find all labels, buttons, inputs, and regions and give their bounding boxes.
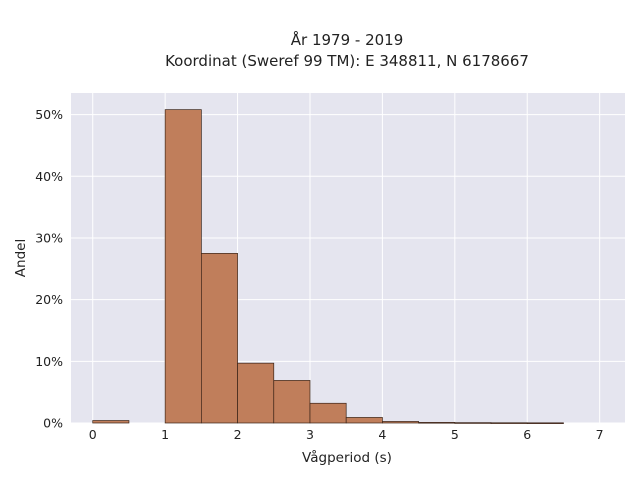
plot-area	[71, 93, 625, 423]
y-axis-label: Andel	[13, 239, 29, 277]
histogram-bar	[92, 420, 130, 424]
y-tick-label: 30%	[35, 230, 63, 245]
x-axis-label: Vågperiod (s)	[302, 449, 392, 466]
y-tick-label: 50%	[35, 107, 63, 122]
y-tick-label: 20%	[35, 292, 63, 307]
bars	[92, 109, 564, 424]
histogram-bar	[309, 402, 347, 424]
histogram-bar	[201, 253, 238, 424]
x-tick-label: 6	[523, 427, 531, 442]
x-tick-label: 7	[596, 427, 604, 442]
x-tick-label: 5	[451, 427, 459, 442]
x-tick-label: 0	[89, 427, 97, 442]
y-axis-ticks: 0% 10% 20% 30% 40% 50%	[35, 107, 63, 430]
y-tick-label: 40%	[35, 169, 63, 184]
gridlines	[71, 93, 625, 424]
chart-title-line-2: Koordinat (Sweref 99 TM): E 348811, N 61…	[165, 52, 529, 70]
chart-title-line-1: År 1979 - 2019	[291, 30, 404, 49]
histogram-bar	[526, 422, 564, 424]
histogram-bar	[382, 421, 419, 424]
histogram-bar	[345, 417, 383, 424]
x-tick-label: 4	[378, 427, 386, 442]
histogram-bar	[237, 362, 275, 424]
histogram-bar	[418, 422, 456, 424]
histogram-bar	[164, 109, 202, 424]
y-tick-label: 0%	[43, 416, 63, 431]
x-tick-label: 1	[161, 427, 169, 442]
y-tick-label: 10%	[35, 354, 63, 369]
histogram-bar	[454, 422, 492, 424]
histogram-bar	[490, 422, 528, 424]
x-tick-label: 2	[234, 427, 242, 442]
x-axis-ticks: 0 1 2 3 4 5 6 7	[89, 427, 604, 442]
x-tick-label: 3	[306, 427, 314, 442]
histogram-bar	[273, 380, 311, 424]
